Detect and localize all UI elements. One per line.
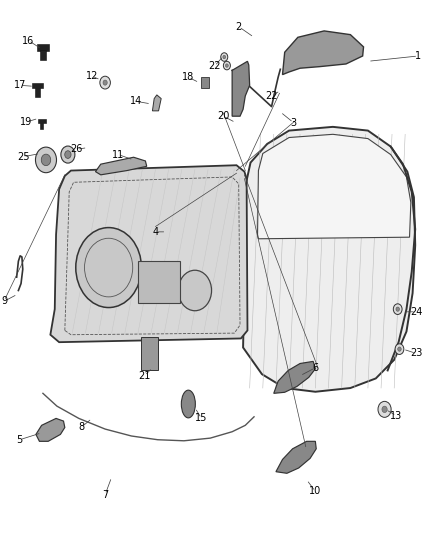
Text: 21: 21 bbox=[138, 371, 151, 381]
Circle shape bbox=[100, 76, 110, 89]
Polygon shape bbox=[95, 157, 147, 175]
Circle shape bbox=[223, 61, 230, 70]
Text: 18: 18 bbox=[182, 72, 194, 82]
Circle shape bbox=[221, 53, 228, 61]
Text: 19: 19 bbox=[20, 117, 32, 127]
Circle shape bbox=[178, 270, 212, 311]
Text: 11: 11 bbox=[112, 150, 124, 159]
Bar bbox=[201, 77, 209, 88]
Text: 2: 2 bbox=[236, 22, 242, 31]
Circle shape bbox=[65, 151, 71, 158]
Text: 20: 20 bbox=[217, 111, 230, 121]
Bar bbox=[32, 83, 43, 88]
Circle shape bbox=[396, 307, 399, 311]
Text: 13: 13 bbox=[390, 411, 403, 421]
Circle shape bbox=[223, 55, 226, 59]
Text: 17: 17 bbox=[14, 80, 26, 90]
Ellipse shape bbox=[181, 390, 195, 418]
Bar bbox=[38, 119, 46, 123]
Text: 14: 14 bbox=[130, 96, 142, 106]
Circle shape bbox=[378, 401, 391, 417]
Text: 12: 12 bbox=[86, 71, 98, 81]
Circle shape bbox=[395, 344, 404, 354]
Text: 6: 6 bbox=[312, 363, 318, 373]
Polygon shape bbox=[276, 441, 316, 473]
Circle shape bbox=[382, 406, 387, 413]
Text: 16: 16 bbox=[22, 36, 35, 45]
Text: 3: 3 bbox=[290, 118, 297, 127]
Text: 10: 10 bbox=[309, 487, 321, 496]
Bar bbox=[37, 44, 49, 51]
Text: 8: 8 bbox=[78, 423, 84, 432]
Text: 22: 22 bbox=[265, 91, 278, 101]
Circle shape bbox=[103, 80, 107, 85]
Bar bbox=[138, 261, 180, 303]
Polygon shape bbox=[283, 31, 364, 75]
Text: 22: 22 bbox=[208, 61, 221, 71]
Bar bbox=[35, 88, 40, 97]
Text: 7: 7 bbox=[102, 490, 108, 499]
Text: 5: 5 bbox=[17, 435, 23, 445]
Bar bbox=[40, 50, 46, 60]
Text: 25: 25 bbox=[17, 152, 29, 161]
Circle shape bbox=[393, 304, 402, 314]
Circle shape bbox=[41, 154, 51, 166]
Circle shape bbox=[398, 347, 401, 351]
Bar bbox=[141, 337, 158, 370]
Text: 9: 9 bbox=[1, 296, 7, 306]
Circle shape bbox=[76, 228, 141, 308]
Polygon shape bbox=[232, 61, 250, 116]
Text: 23: 23 bbox=[410, 349, 422, 358]
Text: 26: 26 bbox=[71, 144, 83, 154]
Circle shape bbox=[35, 147, 57, 173]
Text: 24: 24 bbox=[410, 307, 422, 317]
Circle shape bbox=[61, 146, 75, 163]
Text: 15: 15 bbox=[195, 414, 208, 423]
Bar bbox=[40, 123, 43, 129]
Polygon shape bbox=[36, 418, 65, 441]
Circle shape bbox=[226, 64, 228, 67]
Polygon shape bbox=[50, 165, 247, 342]
Text: 1: 1 bbox=[415, 51, 421, 61]
Polygon shape bbox=[152, 95, 161, 111]
Polygon shape bbox=[274, 361, 315, 393]
Polygon shape bbox=[258, 134, 411, 239]
Polygon shape bbox=[243, 127, 415, 392]
Text: 4: 4 bbox=[152, 227, 159, 237]
